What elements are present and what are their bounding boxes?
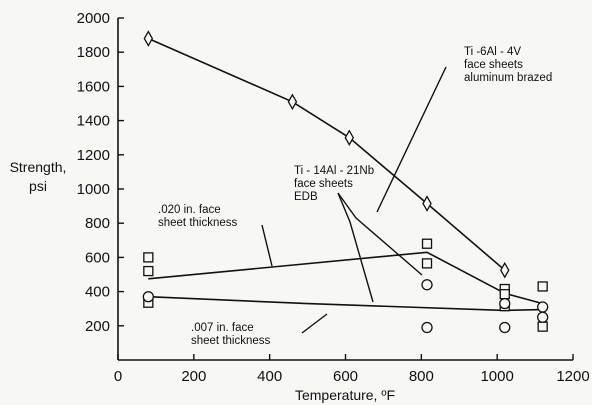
- y-tick-label: 1800: [77, 44, 110, 61]
- series-square-curve: [148, 251, 543, 305]
- annot-ti14al-line-1: Ti - 14Al - 21Nb: [294, 165, 374, 177]
- y-tick-label: 600: [85, 249, 110, 266]
- annot-ti6al4v-line-1: Ti -6Al - 4V: [464, 46, 521, 58]
- data-point-circle: [537, 311, 549, 323]
- y-tick-label: 1600: [77, 78, 110, 95]
- annot-020-line-1: .020 in. face: [158, 204, 221, 216]
- leader-020-thickness: [261, 224, 273, 267]
- data-point-circle: [537, 301, 549, 313]
- y-tick-label: 200: [85, 318, 110, 335]
- data-point-square: [421, 258, 433, 269]
- data-point-circle: [142, 291, 154, 303]
- y-tick-label: 800: [85, 215, 110, 232]
- y-axis-title-line-1: Strength,: [10, 159, 67, 175]
- x-axis-title: Temperature, ºF: [295, 387, 395, 403]
- x-ticks: 0 200 400 600 800 1000 1200: [114, 354, 590, 385]
- x-tick-label: 0: [114, 368, 122, 385]
- data-point-diamond: [143, 30, 154, 47]
- y-axis-title-line-2: psi: [29, 178, 47, 194]
- annotation-leaders: [261, 66, 447, 334]
- leader-007-thickness: [301, 313, 328, 334]
- x-tick-label: 200: [181, 368, 206, 385]
- x-tick-label: 400: [257, 368, 282, 385]
- y-tick-label: 400: [85, 284, 110, 301]
- annot-ti14al-line-2: face sheets: [294, 178, 353, 190]
- y-ticks: 200 400 600 800 1000 1200 1400 1600 1800 2000: [77, 10, 124, 335]
- y-tick-label: 1200: [77, 147, 110, 164]
- leader-ti14al-to-lower-curve: [337, 192, 374, 303]
- annotations: Ti -6Al - 4V face sheets aluminum brazed…: [158, 46, 552, 347]
- x-tick-label: 600: [333, 368, 358, 385]
- y-tick-label: 2000: [77, 10, 110, 27]
- x-tick-label: 800: [409, 368, 434, 385]
- annot-ti6al4v-line-3: aluminum brazed: [464, 72, 552, 84]
- data-point-diamond: [422, 195, 432, 212]
- annot-007-line-1: .007 in. face: [191, 322, 254, 334]
- data-point-diamond: [287, 93, 298, 111]
- data-point-square: [537, 281, 548, 292]
- data-point-diamond: [344, 129, 355, 147]
- leader-ti6al4v: [376, 66, 447, 213]
- data-point-square: [537, 321, 548, 332]
- data-point-square: [421, 238, 433, 249]
- data-point-square: [143, 252, 154, 263]
- leader-ti14al-to-upper-curve: [337, 192, 423, 276]
- data-point-square: [499, 289, 510, 300]
- data-point-circle: [499, 321, 511, 334]
- annot-ti14al-line-3: EDB: [294, 191, 318, 203]
- data-point-circle: [421, 321, 433, 334]
- data-point-circle: [421, 279, 433, 291]
- series-circle-curve: [148, 295, 543, 312]
- annot-020-line-2: sheet thickness: [158, 217, 238, 229]
- x-tick-label: 1200: [556, 368, 589, 385]
- y-tick-label: 1000: [77, 181, 110, 198]
- data-point-diamond: [500, 261, 510, 279]
- data-point-square: [143, 265, 154, 277]
- x-tick-label: 1000: [480, 368, 513, 385]
- markers: [142, 30, 549, 334]
- data-point-circle: [499, 297, 511, 310]
- series-diamond-curve: [147, 37, 506, 271]
- y-tick-label: 1400: [77, 113, 110, 130]
- annot-ti6al4v-line-2: face sheets: [464, 59, 523, 71]
- annot-007-line-2: sheet thickness: [191, 335, 271, 347]
